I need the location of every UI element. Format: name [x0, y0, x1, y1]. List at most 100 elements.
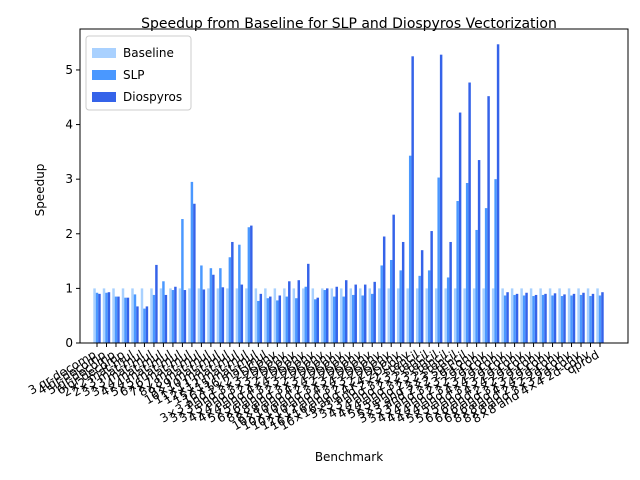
- bar-slp-7: [162, 281, 165, 343]
- legend-swatch-slp: [92, 70, 116, 80]
- bar-slp-16: [247, 227, 251, 343]
- bar-slp-12: [209, 268, 213, 343]
- bar-slp-44: [513, 294, 516, 343]
- bar-baseline-45: [520, 288, 523, 343]
- bar-slp-30: [380, 265, 383, 343]
- bar-diospyros-9: [183, 290, 187, 343]
- bar-diospyros-5: [145, 306, 149, 343]
- bars-layer: [93, 44, 604, 344]
- bar-diospyros-32: [401, 241, 405, 343]
- bar-baseline-24: [321, 288, 324, 343]
- bar-diospyros-43: [506, 292, 509, 343]
- bar-baseline-20: [283, 288, 286, 343]
- bar-diospyros-4: [136, 306, 139, 343]
- bar-baseline-17: [254, 288, 258, 343]
- bar-diospyros-11: [202, 289, 206, 343]
- bar-baseline-1: [102, 288, 106, 343]
- bar-baseline-50: [567, 288, 571, 343]
- bar-diospyros-22: [307, 263, 310, 343]
- bar-diospyros-27: [354, 284, 357, 343]
- bar-diospyros-6: [155, 264, 158, 343]
- bar-slp-17: [257, 300, 260, 343]
- bar-baseline-39: [463, 288, 466, 343]
- bar-baseline-38: [453, 288, 457, 343]
- y-tick-label: 4: [65, 118, 73, 132]
- bar-diospyros-44: [515, 293, 519, 343]
- bar-diospyros-28: [363, 284, 367, 343]
- bar-diospyros-0: [98, 293, 101, 343]
- y-axis: 0 1 2 3 4 5: [65, 63, 80, 350]
- bar-baseline-36: [434, 288, 438, 343]
- bar-diospyros-35: [430, 231, 433, 343]
- bar-baseline-47: [539, 288, 542, 343]
- bar-slp-38: [456, 201, 459, 343]
- bar-slp-8: [171, 290, 175, 343]
- bar-slp-31: [389, 259, 393, 343]
- bar-baseline-11: [197, 288, 201, 343]
- bar-baseline-16: [245, 288, 248, 343]
- bar-diospyros-16: [250, 225, 253, 343]
- bar-baseline-22: [302, 288, 305, 343]
- bar-baseline-4: [131, 288, 134, 343]
- bar-diospyros-3: [126, 297, 130, 343]
- legend-swatch-baseline: [92, 48, 116, 58]
- bar-baseline-46: [529, 288, 533, 343]
- bar-slp-19: [276, 300, 279, 343]
- bar-baseline-15: [235, 288, 239, 343]
- bar-diospyros-8: [174, 286, 177, 343]
- bar-diospyros-39: [468, 82, 471, 344]
- bar-diospyros-30: [382, 236, 386, 343]
- legend-label-baseline: Baseline: [123, 46, 174, 60]
- bar-slp-0: [95, 292, 99, 343]
- bar-baseline-53: [596, 288, 599, 343]
- bar-slp-49: [560, 296, 564, 343]
- bar-slp-50: [570, 295, 573, 343]
- bar-slp-1: [105, 292, 108, 343]
- bar-diospyros-33: [411, 56, 414, 344]
- bar-diospyros-51: [582, 292, 585, 343]
- bar-baseline-34: [415, 288, 419, 343]
- bar-slp-9: [181, 219, 184, 343]
- bar-slp-52: [589, 296, 592, 343]
- bar-slp-15: [238, 244, 241, 343]
- bar-slp-35: [427, 270, 431, 343]
- bar-diospyros-20: [288, 281, 291, 343]
- bar-diospyros-19: [278, 295, 282, 343]
- x-axis-label: Benchmark: [315, 450, 383, 464]
- bar-baseline-5: [140, 288, 144, 343]
- bar-slp-26: [342, 296, 345, 343]
- bar-slp-42: [494, 179, 497, 343]
- bar-slp-36: [437, 177, 440, 343]
- bar-diospyros-50: [572, 293, 576, 343]
- bar-diospyros-29: [373, 281, 376, 343]
- bar-slp-22: [304, 286, 308, 343]
- bar-baseline-14: [226, 288, 229, 343]
- y-tick-label: 3: [65, 172, 73, 186]
- bar-baseline-8: [169, 288, 172, 343]
- bar-diospyros-45: [525, 292, 528, 343]
- bar-diospyros-13: [221, 287, 225, 343]
- bar-baseline-43: [501, 288, 504, 343]
- bar-slp-28: [361, 295, 364, 343]
- bar-baseline-42: [491, 288, 495, 343]
- chart-title: Speedup from Baseline for SLP and Diospy…: [141, 16, 557, 32]
- bar-baseline-19: [273, 288, 277, 343]
- bar-diospyros-25: [335, 286, 338, 343]
- bar-baseline-0: [93, 288, 96, 343]
- bar-diospyros-24: [326, 288, 329, 343]
- bar-diospyros-14: [231, 241, 234, 343]
- bar-slp-47: [541, 294, 545, 343]
- bar-baseline-21: [292, 288, 296, 343]
- bar-diospyros-49: [563, 294, 566, 343]
- bar-baseline-35: [425, 288, 428, 343]
- bar-diospyros-52: [591, 293, 595, 343]
- bar-baseline-2: [112, 288, 115, 343]
- y-tick-label: 5: [65, 63, 73, 77]
- legend-swatch-diospyros: [92, 92, 116, 102]
- bar-diospyros-37: [449, 241, 452, 343]
- bar-baseline-3: [121, 288, 125, 343]
- bar-baseline-26: [340, 288, 343, 343]
- legend-label-slp: SLP: [123, 68, 145, 82]
- bar-baseline-13: [216, 288, 220, 343]
